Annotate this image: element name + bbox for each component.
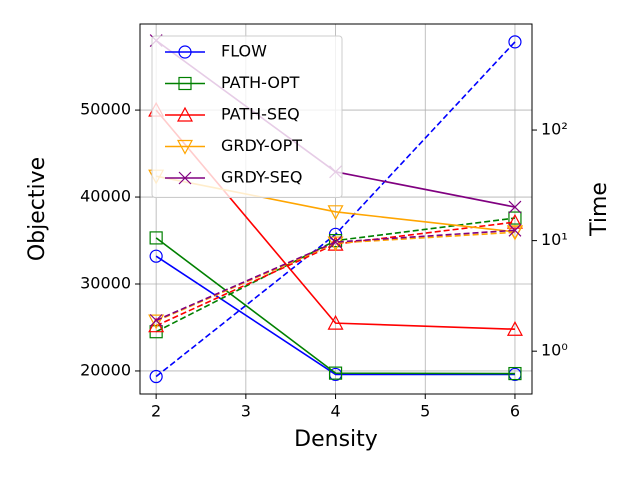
- y-axis-label: Objective: [25, 157, 50, 261]
- marker: [506, 225, 523, 241]
- marker: [176, 106, 194, 122]
- marker: [508, 223, 522, 237]
- marker: [328, 366, 343, 380]
- marker: [148, 314, 165, 330]
- y-tick-label: 30000: [80, 274, 131, 293]
- marker: [508, 211, 522, 225]
- y-tick-label: 20000: [80, 360, 131, 379]
- x-axis-label: Density: [294, 427, 378, 452]
- marker: [149, 231, 163, 245]
- marker: [178, 171, 192, 185]
- x-tick-label: 4: [330, 402, 340, 421]
- marker: [148, 317, 165, 333]
- x-tick-label: 6: [510, 402, 520, 421]
- objective-line: [155, 237, 515, 375]
- legend-label: FLOW: [221, 42, 267, 61]
- x-tick-label: 5: [420, 402, 430, 421]
- marker: [327, 205, 344, 221]
- legend: FLOW PATH-OPT PATH-SEQ GRDY-OPT GRDY-SEQ: [151, 35, 343, 198]
- y-tick-label: 40000: [80, 187, 131, 206]
- marker: [327, 314, 344, 330]
- y2-tick-label: 10⁰: [541, 341, 568, 360]
- marker: [508, 35, 522, 49]
- legend-label: GRDY-OPT: [221, 136, 302, 155]
- time-line: [155, 217, 516, 333]
- y2-tick-label: 10²: [541, 120, 568, 139]
- x-tick-label: 3: [241, 402, 251, 421]
- legend-label: GRDY-SEQ: [221, 168, 302, 187]
- y2-tick-label: 10¹: [541, 230, 568, 249]
- marker: [508, 366, 522, 381]
- marker: [506, 213, 523, 229]
- marker: [328, 234, 343, 248]
- marker: [508, 200, 522, 214]
- time-line: [155, 221, 516, 327]
- legend-label: PATH-SEQ: [221, 105, 300, 124]
- marker: [149, 369, 163, 384]
- y-tick-label: 50000: [80, 100, 131, 119]
- marker: [149, 249, 163, 263]
- y2-axis-label: Time: [587, 182, 612, 237]
- legend-box: [151, 35, 343, 198]
- marker: [178, 45, 192, 59]
- legend-label: PATH-OPT: [221, 73, 300, 92]
- marker: [506, 320, 523, 336]
- marker: [329, 235, 342, 249]
- marker: [178, 76, 192, 91]
- marker: [149, 313, 163, 327]
- axes: 2 3 4 5 6 20000 30000 40000 50000 10⁰ 10¹ 10²: [80, 100, 568, 421]
- marker: [176, 139, 194, 155]
- x-tick-label: 2: [151, 402, 161, 421]
- time-line: [155, 229, 516, 322]
